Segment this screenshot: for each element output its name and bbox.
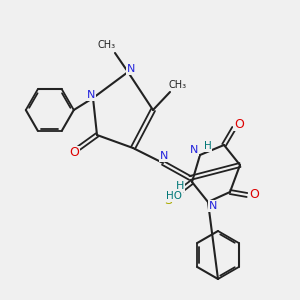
Text: N: N: [190, 145, 198, 155]
Text: N: N: [87, 90, 95, 100]
Text: O: O: [234, 118, 244, 130]
Text: CH₃: CH₃: [98, 40, 116, 50]
Text: H: H: [176, 181, 184, 191]
Text: N: N: [209, 201, 217, 211]
Text: O: O: [69, 146, 79, 160]
Text: N: N: [127, 64, 135, 74]
Text: S: S: [164, 194, 172, 206]
Text: N: N: [160, 151, 168, 161]
Text: HO: HO: [166, 191, 182, 201]
Text: O: O: [249, 188, 259, 202]
Text: H: H: [204, 141, 212, 151]
Text: CH₃: CH₃: [169, 80, 187, 90]
